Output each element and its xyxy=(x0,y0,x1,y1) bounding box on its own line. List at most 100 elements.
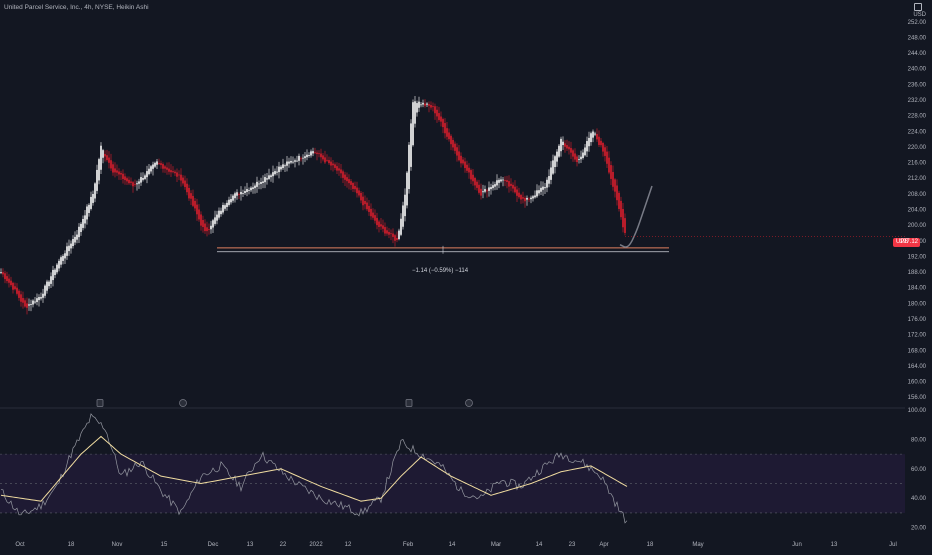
candle-body xyxy=(290,160,292,163)
candle-body xyxy=(92,193,94,203)
candle-body xyxy=(530,197,532,200)
candle-body xyxy=(200,214,202,226)
candle-body xyxy=(114,168,116,173)
candle-body xyxy=(0,272,2,273)
time-tick-label: Jul xyxy=(889,542,897,548)
measurement-label: −1.14 (−0.59%) −114 xyxy=(412,268,469,274)
candle-body xyxy=(12,282,14,290)
candle-body xyxy=(396,238,398,240)
symbol-badge: UPS xyxy=(896,239,909,245)
candle-body xyxy=(410,123,412,167)
price-tick-label: 220.00 xyxy=(908,145,927,151)
time-tick-label: 15 xyxy=(161,542,168,548)
time-tick-label: 14 xyxy=(449,542,456,548)
candle-body xyxy=(486,190,488,192)
event-marker-icon[interactable] xyxy=(179,399,187,407)
candle-body xyxy=(386,230,388,234)
currency-label[interactable]: USD xyxy=(913,12,926,18)
candle-body xyxy=(204,223,206,232)
rsi-ma-line xyxy=(0,435,628,502)
candle-body xyxy=(318,153,320,155)
candle-body xyxy=(270,175,272,178)
price-tick-label: 240.00 xyxy=(908,67,927,73)
candle-body xyxy=(586,141,588,152)
price-tick-label: 156.00 xyxy=(908,395,927,401)
candle-body xyxy=(512,184,514,189)
candle-body xyxy=(42,293,44,298)
candle-body xyxy=(10,280,12,286)
time-tick-label: 23 xyxy=(569,542,576,548)
candle-body xyxy=(248,190,250,191)
candle-body xyxy=(382,225,384,229)
candle-body xyxy=(528,198,530,200)
candle-body xyxy=(428,104,430,106)
projection-curve[interactable] xyxy=(619,185,653,248)
candle-body xyxy=(562,141,564,146)
settings-icon[interactable] xyxy=(914,3,922,11)
event-marker-icon[interactable] xyxy=(405,399,413,407)
candle-body xyxy=(466,164,468,171)
candle-body xyxy=(162,164,164,169)
candle-body xyxy=(110,160,112,169)
candle-body xyxy=(48,281,50,287)
candle-body xyxy=(402,205,404,227)
candle-body xyxy=(234,193,236,199)
candle-body xyxy=(220,210,222,215)
candle-body xyxy=(164,166,166,169)
candle-body xyxy=(432,106,434,108)
candle-body xyxy=(218,210,220,218)
candle-body xyxy=(600,140,602,146)
candle-body xyxy=(78,226,80,238)
candle-body xyxy=(478,184,480,193)
candle-body xyxy=(500,179,502,182)
candles xyxy=(0,95,626,315)
event-marker-icon[interactable] xyxy=(465,399,473,407)
rsi-axis[interactable]: 20.00 40.00 60.00 80.00 100.00 xyxy=(908,408,927,532)
candle-body xyxy=(52,269,54,281)
candle-body xyxy=(116,170,118,173)
candle-body xyxy=(8,278,10,283)
candle-body xyxy=(102,150,104,158)
price-tick-label: 164.00 xyxy=(908,364,927,370)
candle-body xyxy=(456,147,458,156)
candle-body xyxy=(554,156,556,168)
candle-body xyxy=(416,103,418,113)
candle-body xyxy=(158,163,160,164)
candle-body xyxy=(150,166,152,172)
candle-body xyxy=(292,161,294,163)
candle-body xyxy=(342,171,344,178)
candle-body xyxy=(4,273,6,280)
candle-body xyxy=(104,153,106,157)
candle-body xyxy=(118,171,120,175)
candle-body xyxy=(596,134,598,140)
candle-body xyxy=(284,165,286,167)
candle-body xyxy=(154,162,156,167)
candle-body xyxy=(72,238,74,247)
price-tick-label: 244.00 xyxy=(908,51,927,57)
time-axis[interactable]: Oct 18 Nov 15 Dec 13 22 2022 12 Feb 14 Mar 14 23 Apr 18… xyxy=(15,542,897,548)
price-tick-label: 232.00 xyxy=(908,98,927,104)
candle-body xyxy=(182,177,184,184)
candle-body xyxy=(536,190,538,197)
price-tick-label: 216.00 xyxy=(908,161,927,167)
time-tick-label: 13 xyxy=(247,542,254,548)
event-marker-icon[interactable] xyxy=(96,399,104,407)
candle-body xyxy=(74,236,76,243)
rsi-tick-label: 80.00 xyxy=(911,437,927,443)
candle-body xyxy=(388,231,390,235)
price-axis[interactable]: 156.00 160.00 164.00 168.00 172.00 176.00 180.… xyxy=(908,20,927,401)
candle-body xyxy=(186,183,188,193)
candle-body xyxy=(250,187,252,191)
time-tick-label: Dec xyxy=(208,542,219,548)
price-tick-label: 248.00 xyxy=(908,35,927,41)
candle-body xyxy=(22,298,24,303)
time-tick-label: Mar xyxy=(491,542,501,548)
candle-body xyxy=(258,183,260,185)
candle-body xyxy=(170,170,172,173)
candle-body xyxy=(548,176,550,184)
candle-body xyxy=(296,160,298,162)
candle-body xyxy=(196,204,198,215)
candle-body xyxy=(426,103,428,105)
